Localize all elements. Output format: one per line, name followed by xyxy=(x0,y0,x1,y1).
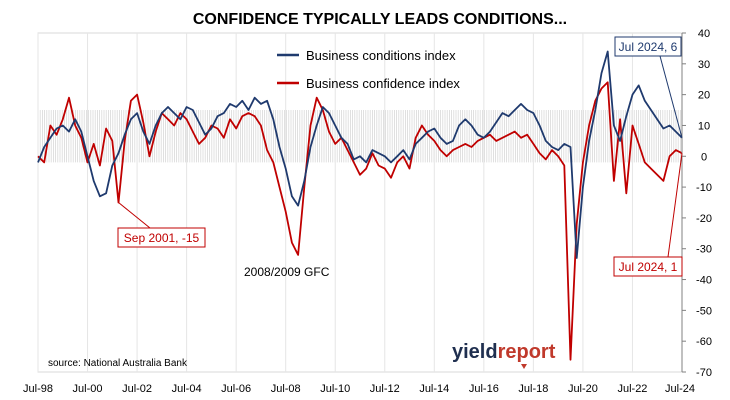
x-tick-label: Jul-06 xyxy=(221,383,251,395)
chart-title: CONFIDENCE TYPICALLY LEADS CONDITIONS... xyxy=(193,11,567,28)
annotation-label-jul2024-confidence: Jul 2024, 1 xyxy=(619,260,678,274)
x-tick-label: Jul-14 xyxy=(419,383,449,395)
y-tick-label: 40 xyxy=(698,28,710,40)
x-tick-label: Jul-98 xyxy=(23,383,53,395)
y-tick-label: -70 xyxy=(696,367,712,379)
annotation-sep2001: Sep 2001, -15 xyxy=(117,202,206,248)
plot-frame xyxy=(37,32,683,373)
y-tick-label: 10 xyxy=(698,120,710,132)
y-tick-label: -50 xyxy=(696,305,712,317)
legend-label-conditions: Business conditions index xyxy=(306,48,456,63)
legend: Business conditions index Business confi… xyxy=(277,48,460,91)
y-tick-label: -20 xyxy=(696,213,712,225)
annotation-box-jul2024-confidence xyxy=(613,256,683,277)
y-tick-label: 20 xyxy=(698,90,710,102)
annotation-label-sep2001: Sep 2001, -15 xyxy=(124,231,200,245)
annotation-box-sep2001 xyxy=(117,227,206,248)
y-tick-label: -60 xyxy=(696,336,712,348)
logo-triangle-icon xyxy=(521,364,527,369)
y-tick-label: -10 xyxy=(696,182,712,194)
annotation-jul2024-confidence: Jul 2024, 1 xyxy=(613,153,683,277)
yieldreport-logo: yieldreport xyxy=(452,341,556,369)
annotation-leader-sep2001 xyxy=(118,202,151,229)
legend-label-confidence: Business confidence index xyxy=(306,76,460,91)
annotation-gfc: 2008/2009 GFC xyxy=(244,265,330,279)
y-axis: 40 30 20 10 0 -10 -20 -30 -40 -50 -60 -70 xyxy=(681,28,712,379)
annotation-jul2024-conditions: Jul 2024, 6 xyxy=(614,36,683,138)
y-tick-label: -40 xyxy=(696,275,712,287)
x-tick-label: Jul-04 xyxy=(172,383,202,395)
y-tick-label: 30 xyxy=(698,59,710,71)
annotation-label-jul2024-conditions: Jul 2024, 6 xyxy=(619,40,678,54)
x-axis: Jul-98 Jul-00 Jul-02 Jul-04 Jul-06 Jul-08 Jul-… xyxy=(23,383,695,395)
x-tick-label: Jul-16 xyxy=(469,383,499,395)
annotation-leader-jul2024-confidence xyxy=(667,153,683,258)
annotation-leader-jul2024-conditions xyxy=(659,55,683,138)
x-tick-label: Jul-20 xyxy=(568,383,598,395)
x-tick-label: Jul-12 xyxy=(370,383,400,395)
x-tick-label: Jul-10 xyxy=(320,383,350,395)
series-line-business-confidence-index xyxy=(37,81,683,361)
source-note: source: National Australia Bank xyxy=(48,358,188,369)
series-group xyxy=(37,50,683,361)
logo-part-report: report xyxy=(498,341,556,363)
x-tick-label: Jul-18 xyxy=(518,383,548,395)
y-tick-label: -30 xyxy=(696,244,712,256)
series-line-business-conditions-index xyxy=(37,50,683,259)
plot-area xyxy=(37,32,683,373)
y-tick-label: 0 xyxy=(701,151,707,163)
svg-text:yieldreport: yieldreport xyxy=(452,341,556,363)
x-tick-label: Jul-00 xyxy=(73,383,103,395)
grid-lines xyxy=(37,33,683,372)
annotation-box-jul2024-conditions xyxy=(614,36,682,57)
x-tick-label: Jul-22 xyxy=(617,383,647,395)
x-tick-label: Jul-24 xyxy=(665,383,695,395)
logo-part-yield: yield xyxy=(452,341,498,363)
x-tick-label: Jul-08 xyxy=(271,383,301,395)
x-tick-label: Jul-02 xyxy=(122,383,152,395)
